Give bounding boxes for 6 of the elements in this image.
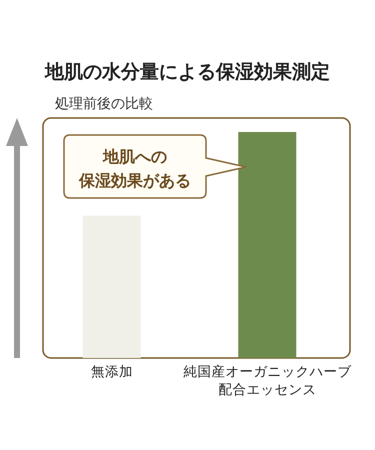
chart-title: 地肌の水分量による保湿効果測定 bbox=[44, 61, 330, 83]
x-tick-label: 純国産オーガニックハーブ配合エッセンス bbox=[183, 364, 352, 398]
annotation: 地肌への bbox=[102, 147, 167, 166]
annotation: 保湿効果がある bbox=[78, 171, 191, 190]
x-tick-label: 無添加 bbox=[90, 364, 133, 380]
y-axis-title: 処理前後の比較 bbox=[55, 96, 153, 112]
